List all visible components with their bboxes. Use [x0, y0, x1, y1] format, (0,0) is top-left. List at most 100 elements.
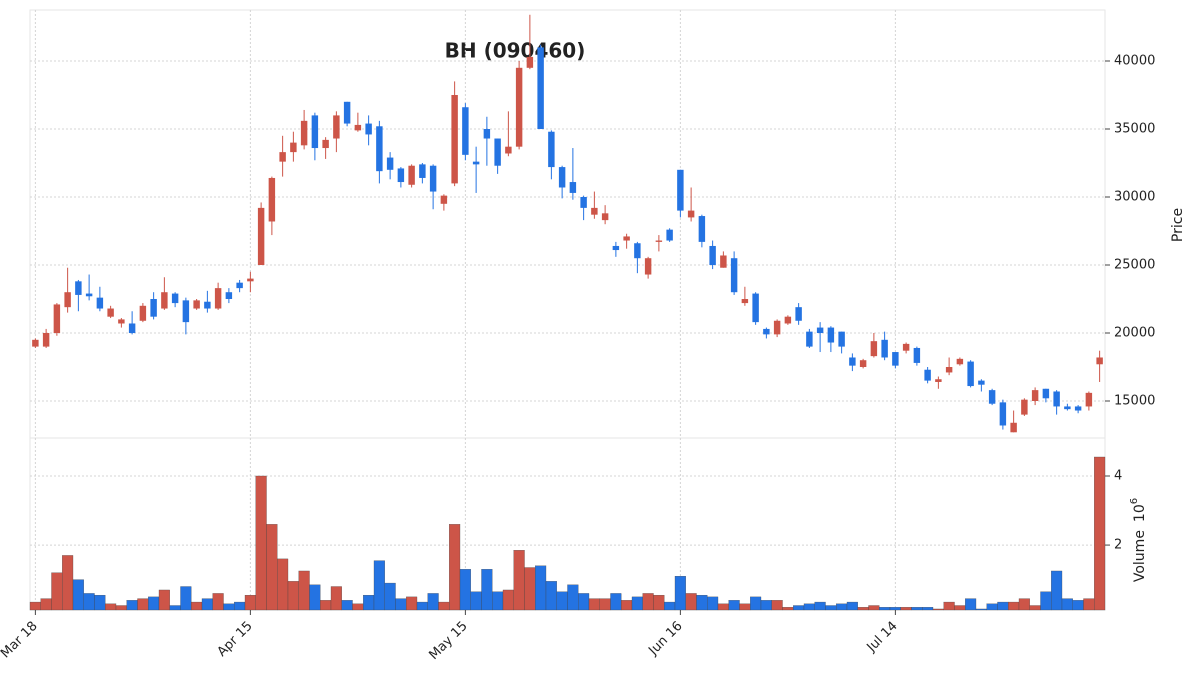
candle-body: [999, 402, 1007, 426]
volume-bar: [277, 558, 289, 611]
candle-body: [881, 339, 888, 358]
volume-bar: [40, 598, 52, 611]
volume-bar: [524, 567, 536, 611]
candle-body: [408, 165, 415, 185]
candle-body: [429, 165, 437, 192]
candle-body: [720, 255, 727, 268]
volume-bar: [298, 570, 310, 611]
volume-bar: [137, 598, 149, 611]
candle-body: [859, 360, 867, 368]
candle-body: [935, 379, 942, 382]
volume-bar: [750, 596, 762, 611]
candle-body: [343, 101, 351, 124]
candle-body: [494, 138, 501, 166]
volume-bar: [309, 584, 321, 611]
candle-body: [214, 288, 222, 309]
candle-body: [1042, 388, 1050, 399]
candle-body: [1021, 399, 1028, 415]
volume-bar: [384, 582, 396, 611]
volume-bar: [29, 601, 41, 611]
volume-bar: [1083, 598, 1095, 611]
candle-body: [515, 67, 523, 147]
candle-body: [1053, 391, 1060, 407]
volume-bar: [201, 598, 213, 611]
volume-axis-label: Volume 106: [1129, 498, 1148, 582]
candle-body: [913, 347, 921, 363]
volume-bar: [502, 589, 514, 611]
candle-body: [64, 292, 71, 308]
volume-bar: [685, 593, 697, 611]
volume-bar: [567, 584, 579, 611]
candle-body: [537, 47, 544, 130]
volume-bar: [406, 596, 418, 611]
volume-bar: [492, 591, 504, 611]
volume-bar: [1008, 601, 1020, 611]
candle-body: [53, 304, 61, 334]
candle-body: [1031, 390, 1039, 402]
volume-bar: [610, 593, 622, 611]
volume-bar: [728, 600, 740, 611]
volume-bar: [846, 601, 858, 611]
candle-body: [505, 146, 512, 154]
volume-bar: [427, 593, 439, 611]
y-tick-label: 4: [1114, 468, 1122, 483]
candle-body: [752, 293, 759, 323]
volume-bar: [621, 600, 633, 611]
chart-title: BH (090460): [445, 39, 586, 63]
volume-bar: [158, 589, 170, 611]
candle-body: [838, 331, 845, 347]
volume-bar: [631, 596, 643, 611]
volume-bar: [438, 601, 450, 611]
volume-bar: [51, 572, 63, 611]
volume-bar: [223, 603, 235, 611]
volume-bar: [965, 598, 977, 611]
candle-body: [978, 380, 985, 385]
x-tick-label: Jun 16: [645, 619, 685, 659]
candle-body: [462, 107, 469, 155]
volume-bar: [62, 555, 74, 611]
candle-body: [988, 390, 996, 404]
candle-body: [795, 307, 802, 321]
candle-body: [655, 240, 663, 242]
volume-bar: [266, 524, 278, 611]
volume-bar: [922, 607, 934, 611]
volume-bar: [234, 601, 246, 611]
volume-bar: [642, 593, 654, 611]
candle-body: [311, 115, 319, 149]
candle-body: [1074, 406, 1082, 411]
candle-body: [569, 182, 577, 193]
candle-body: [601, 213, 609, 221]
volume-bar: [255, 475, 267, 611]
volume-bar: [1094, 456, 1106, 611]
candle-body: [85, 293, 93, 297]
candle-body: [967, 361, 974, 387]
volume-bar: [481, 569, 493, 611]
y-tick-label: 20000: [1114, 326, 1155, 341]
volume-bar: [868, 605, 880, 611]
candle-body: [558, 167, 566, 188]
y-tick-label: 25000: [1114, 258, 1155, 273]
y-tick-label: 35000: [1114, 122, 1155, 137]
candle-body: [623, 236, 630, 241]
volume-bar: [373, 560, 385, 611]
candle-body: [666, 229, 673, 241]
candle-body: [1010, 422, 1017, 433]
volume-bar: [330, 586, 342, 611]
volume-bar: [320, 600, 332, 611]
volume-bar: [696, 594, 708, 611]
volume-bar: [363, 594, 375, 611]
volume-bar: [793, 605, 805, 611]
volume-bar: [416, 601, 428, 611]
multiplier-exponent: 6: [1129, 498, 1140, 504]
x-tick-label: Jul 14: [864, 619, 901, 656]
volume-bar: [717, 603, 729, 611]
y-tick-label: 40000: [1114, 54, 1155, 69]
candle-body: [107, 308, 114, 317]
candle-body: [204, 301, 211, 309]
candle-body: [386, 157, 394, 170]
candle-body: [440, 195, 448, 204]
candle-body: [279, 152, 286, 162]
candle-body: [677, 169, 684, 211]
candle-body: [1085, 392, 1093, 407]
